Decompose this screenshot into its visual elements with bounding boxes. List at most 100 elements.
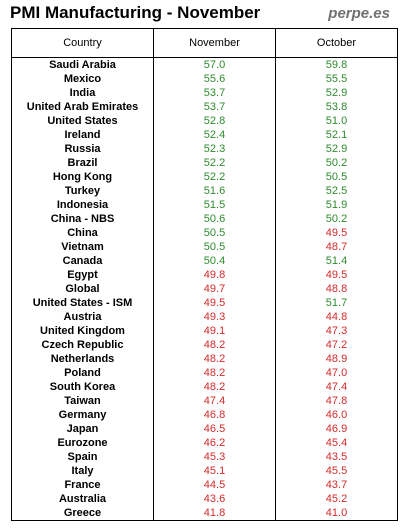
table-row: United Arab Emirates 53.7 53.8 <box>11 100 398 114</box>
table-row: Canada 50.4 51.4 <box>11 254 398 268</box>
november-value: 52.2 <box>153 170 276 184</box>
october-value: 48.9 <box>275 352 398 366</box>
table-row: Vietnam 50.5 48.7 <box>11 240 398 254</box>
country-cell: Hong Kong <box>11 170 154 184</box>
table-row: Greece 41.8 41.0 <box>11 506 398 521</box>
page-title: PMI Manufacturing - November <box>10 3 261 22</box>
october-value: 52.9 <box>275 142 398 156</box>
country-cell: United Kingdom <box>11 324 154 338</box>
november-value: 45.3 <box>153 450 276 464</box>
november-value: 52.2 <box>153 156 276 170</box>
table-header-row: Country November October <box>11 28 398 58</box>
table-row: Poland 48.2 47.0 <box>11 366 398 380</box>
table-row: Indonesia 51.5 51.9 <box>11 198 398 212</box>
october-value: 47.4 <box>275 380 398 394</box>
table-row: Italy 45.1 45.5 <box>11 464 398 478</box>
october-value: 59.8 <box>275 57 398 72</box>
country-cell: Canada <box>11 254 154 268</box>
table-body: Saudi Arabia 57.0 59.8 Mexico 55.6 55.5 India 5… <box>11 57 398 521</box>
november-value: 52.8 <box>153 114 276 128</box>
october-value: 43.7 <box>275 478 398 492</box>
country-cell: Spain <box>11 450 154 464</box>
table-row: Australia 43.6 45.2 <box>11 492 398 506</box>
november-value: 41.8 <box>153 506 276 521</box>
table-row: Ireland 52.4 52.1 <box>11 128 398 142</box>
november-value: 50.5 <box>153 240 276 254</box>
column-header-november: November <box>153 28 276 58</box>
november-value: 48.2 <box>153 366 276 380</box>
country-cell: United States - ISM <box>11 296 154 310</box>
october-value: 43.5 <box>275 450 398 464</box>
november-value: 52.4 <box>153 128 276 142</box>
table-row: Austria 49.3 44.8 <box>11 310 398 324</box>
november-value: 52.3 <box>153 142 276 156</box>
october-value: 51.7 <box>275 296 398 310</box>
table-row: Hong Kong 52.2 50.5 <box>11 170 398 184</box>
table-row: China 50.5 49.5 <box>11 226 398 240</box>
november-value: 50.5 <box>153 226 276 240</box>
country-cell: China <box>11 226 154 240</box>
october-value: 48.8 <box>275 282 398 296</box>
country-cell: South Korea <box>11 380 154 394</box>
october-value: 53.8 <box>275 100 398 114</box>
november-value: 46.8 <box>153 408 276 422</box>
country-cell: Global <box>11 282 154 296</box>
november-value: 48.2 <box>153 352 276 366</box>
october-value: 47.0 <box>275 366 398 380</box>
october-value: 41.0 <box>275 506 398 521</box>
november-value: 43.6 <box>153 492 276 506</box>
country-cell: Indonesia <box>11 198 154 212</box>
november-value: 51.5 <box>153 198 276 212</box>
october-value: 51.0 <box>275 114 398 128</box>
october-value: 47.2 <box>275 338 398 352</box>
november-value: 48.2 <box>153 338 276 352</box>
country-cell: Taiwan <box>11 394 154 408</box>
october-value: 45.4 <box>275 436 398 450</box>
country-cell: Turkey <box>11 184 154 198</box>
november-value: 47.4 <box>153 394 276 408</box>
november-value: 49.1 <box>153 324 276 338</box>
november-value: 49.7 <box>153 282 276 296</box>
october-value: 47.3 <box>275 324 398 338</box>
november-value: 45.1 <box>153 464 276 478</box>
table-row: Mexico 55.6 55.5 <box>11 72 398 86</box>
table-row: Brazil 52.2 50.2 <box>11 156 398 170</box>
october-value: 45.2 <box>275 492 398 506</box>
october-value: 50.2 <box>275 156 398 170</box>
table-row: Russia 52.3 52.9 <box>11 142 398 156</box>
november-value: 53.7 <box>153 86 276 100</box>
november-value: 50.6 <box>153 212 276 226</box>
country-cell: Mexico <box>11 72 154 86</box>
table-row: France 44.5 43.7 <box>11 478 398 492</box>
country-cell: France <box>11 478 154 492</box>
table-row: Egypt 49.8 49.5 <box>11 268 398 282</box>
country-cell: China - NBS <box>11 212 154 226</box>
table-row: United Kingdom 49.1 47.3 <box>11 324 398 338</box>
country-cell: Saudi Arabia <box>11 57 154 72</box>
october-value: 49.5 <box>275 268 398 282</box>
country-cell: India <box>11 86 154 100</box>
column-header-october: October <box>275 28 398 58</box>
october-value: 50.5 <box>275 170 398 184</box>
november-value: 48.2 <box>153 380 276 394</box>
table-row: Germany 46.8 46.0 <box>11 408 398 422</box>
table-row: China - NBS 50.6 50.2 <box>11 212 398 226</box>
country-cell: Brazil <box>11 156 154 170</box>
pmi-table: Country November October Saudi Arabia 57.… <box>11 28 398 521</box>
november-value: 49.3 <box>153 310 276 324</box>
table-row: South Korea 48.2 47.4 <box>11 380 398 394</box>
country-cell: Germany <box>11 408 154 422</box>
november-value: 50.4 <box>153 254 276 268</box>
country-cell: Australia <box>11 492 154 506</box>
header: PMI Manufacturing - November perpe.es <box>0 0 404 26</box>
column-header-country: Country <box>11 28 154 58</box>
november-value: 49.8 <box>153 268 276 282</box>
country-cell: Vietnam <box>11 240 154 254</box>
november-value: 46.5 <box>153 422 276 436</box>
table-row: India 53.7 52.9 <box>11 86 398 100</box>
table-row: Taiwan 47.4 47.8 <box>11 394 398 408</box>
november-value: 53.7 <box>153 100 276 114</box>
country-cell: Russia <box>11 142 154 156</box>
october-value: 51.9 <box>275 198 398 212</box>
november-value: 57.0 <box>153 57 276 72</box>
